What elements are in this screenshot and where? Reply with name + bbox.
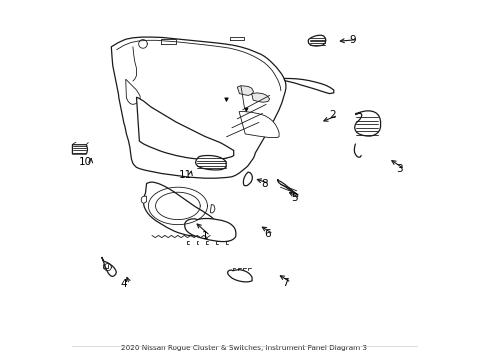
- Text: 3: 3: [395, 164, 402, 174]
- Text: 8: 8: [261, 179, 267, 189]
- Polygon shape: [210, 204, 215, 213]
- Text: 11: 11: [178, 170, 191, 180]
- Polygon shape: [143, 182, 216, 236]
- Text: 9: 9: [348, 35, 355, 45]
- Polygon shape: [184, 219, 235, 242]
- Text: 6: 6: [264, 229, 271, 239]
- Text: 2020 Nissan Rogue Cluster & Switches, Instrument Panel Diagram 3: 2020 Nissan Rogue Cluster & Switches, In…: [121, 345, 367, 351]
- Polygon shape: [195, 156, 225, 170]
- Polygon shape: [72, 145, 87, 154]
- Polygon shape: [244, 108, 247, 112]
- Polygon shape: [141, 196, 146, 203]
- Text: 2: 2: [329, 110, 335, 120]
- Polygon shape: [354, 111, 380, 136]
- Polygon shape: [237, 86, 253, 95]
- Text: 7: 7: [282, 278, 288, 288]
- Polygon shape: [243, 172, 252, 186]
- Polygon shape: [239, 112, 279, 138]
- Polygon shape: [227, 270, 251, 282]
- Text: 1: 1: [201, 231, 208, 241]
- Polygon shape: [224, 98, 228, 102]
- Polygon shape: [111, 37, 285, 178]
- Polygon shape: [125, 79, 140, 104]
- Text: 10: 10: [79, 157, 92, 167]
- Polygon shape: [307, 35, 325, 46]
- Text: 4: 4: [121, 279, 127, 289]
- Polygon shape: [277, 179, 298, 195]
- Text: 5: 5: [291, 193, 298, 203]
- Polygon shape: [284, 78, 333, 94]
- Polygon shape: [102, 257, 116, 276]
- Polygon shape: [251, 93, 269, 102]
- Polygon shape: [136, 97, 233, 159]
